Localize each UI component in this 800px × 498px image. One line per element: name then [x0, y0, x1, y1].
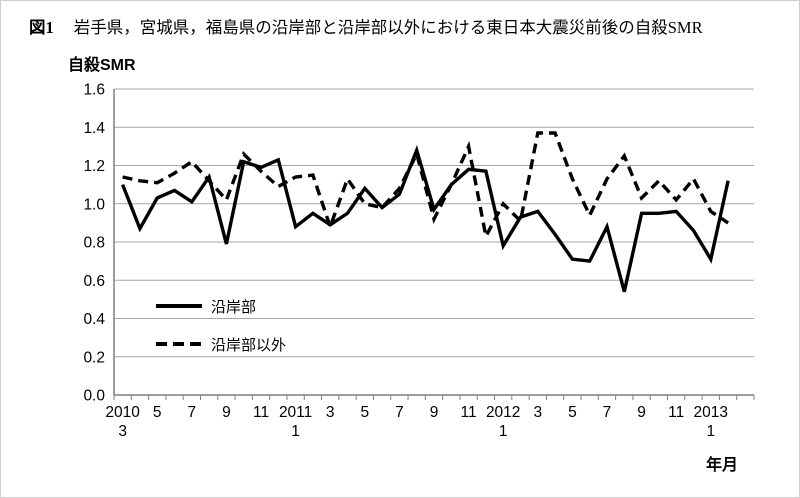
- x-tick-label-month: 1: [291, 423, 300, 440]
- figure-number-label: 図1: [29, 18, 54, 37]
- figure-title: 岩手県，宮城県，福島県の沿岸部と沿岸部以外における東日本大震災前後の自殺SMR: [73, 18, 703, 37]
- y-tick-label: 1.2: [83, 158, 105, 175]
- x-tick-label: 5: [153, 404, 162, 421]
- x-tick-label: 9: [222, 404, 231, 421]
- y-tick-label: 1.0: [83, 196, 105, 213]
- chart-legend: 沿岸部 沿岸部以外: [156, 297, 287, 354]
- y-tick-label: 1.6: [83, 82, 105, 99]
- x-tick-label: 5: [360, 404, 369, 421]
- y-tick-label: 0.4: [83, 311, 105, 328]
- series-line-noncoastal: [122, 131, 730, 242]
- x-axis-title: 年月: [706, 457, 739, 474]
- y-tick-label: 0.6: [83, 273, 105, 290]
- x-tick-label: 2012: [486, 404, 520, 421]
- x-tick-label: 11: [461, 404, 477, 421]
- solid-line-swatch-icon: [156, 304, 202, 308]
- x-tick-label-month: 1: [706, 423, 715, 440]
- legend-item-noncoastal: 沿岸部以外: [156, 335, 287, 354]
- y-tick-label: 0.8: [83, 235, 105, 252]
- x-tick-label: 7: [395, 404, 404, 421]
- series-line-coastal: [121, 144, 730, 293]
- legend-label-coastal: 沿岸部: [211, 298, 257, 316]
- x-tick-label: 5: [568, 404, 577, 421]
- x-tick-label: 3: [326, 404, 335, 421]
- x-tick-label: 2010: [105, 404, 140, 421]
- x-tick-label: 9: [637, 404, 646, 421]
- dashed-line-swatch-icon: [156, 342, 202, 346]
- legend-label-noncoastal: 沿岸部以外: [211, 336, 287, 354]
- y-tick-label: 1.4: [83, 120, 105, 137]
- x-tick-label: 9: [430, 404, 439, 421]
- x-tick-label: 11: [253, 404, 269, 421]
- x-tick-label: 2011: [279, 404, 312, 421]
- x-tick-label: 7: [603, 404, 612, 421]
- figure-title-row: 図1 岩手県，宮城県，福島県の沿岸部と沿岸部以外における東日本大震災前後の自殺SM…: [29, 14, 789, 38]
- y-axis-title: 自殺SMR: [68, 57, 136, 74]
- legend-item-coastal: 沿岸部: [156, 297, 286, 316]
- x-tick-label: 7: [188, 404, 197, 421]
- y-tick-label: 0.0: [83, 388, 105, 405]
- x-tick-label: 2013: [694, 404, 728, 421]
- x-tick-label-month: 3: [118, 423, 127, 440]
- x-tick-label: 3: [533, 404, 542, 421]
- x-tick-label: 11: [668, 404, 684, 421]
- y-tick-label: 0.2: [83, 349, 105, 366]
- x-tick-label-month: 1: [499, 423, 508, 440]
